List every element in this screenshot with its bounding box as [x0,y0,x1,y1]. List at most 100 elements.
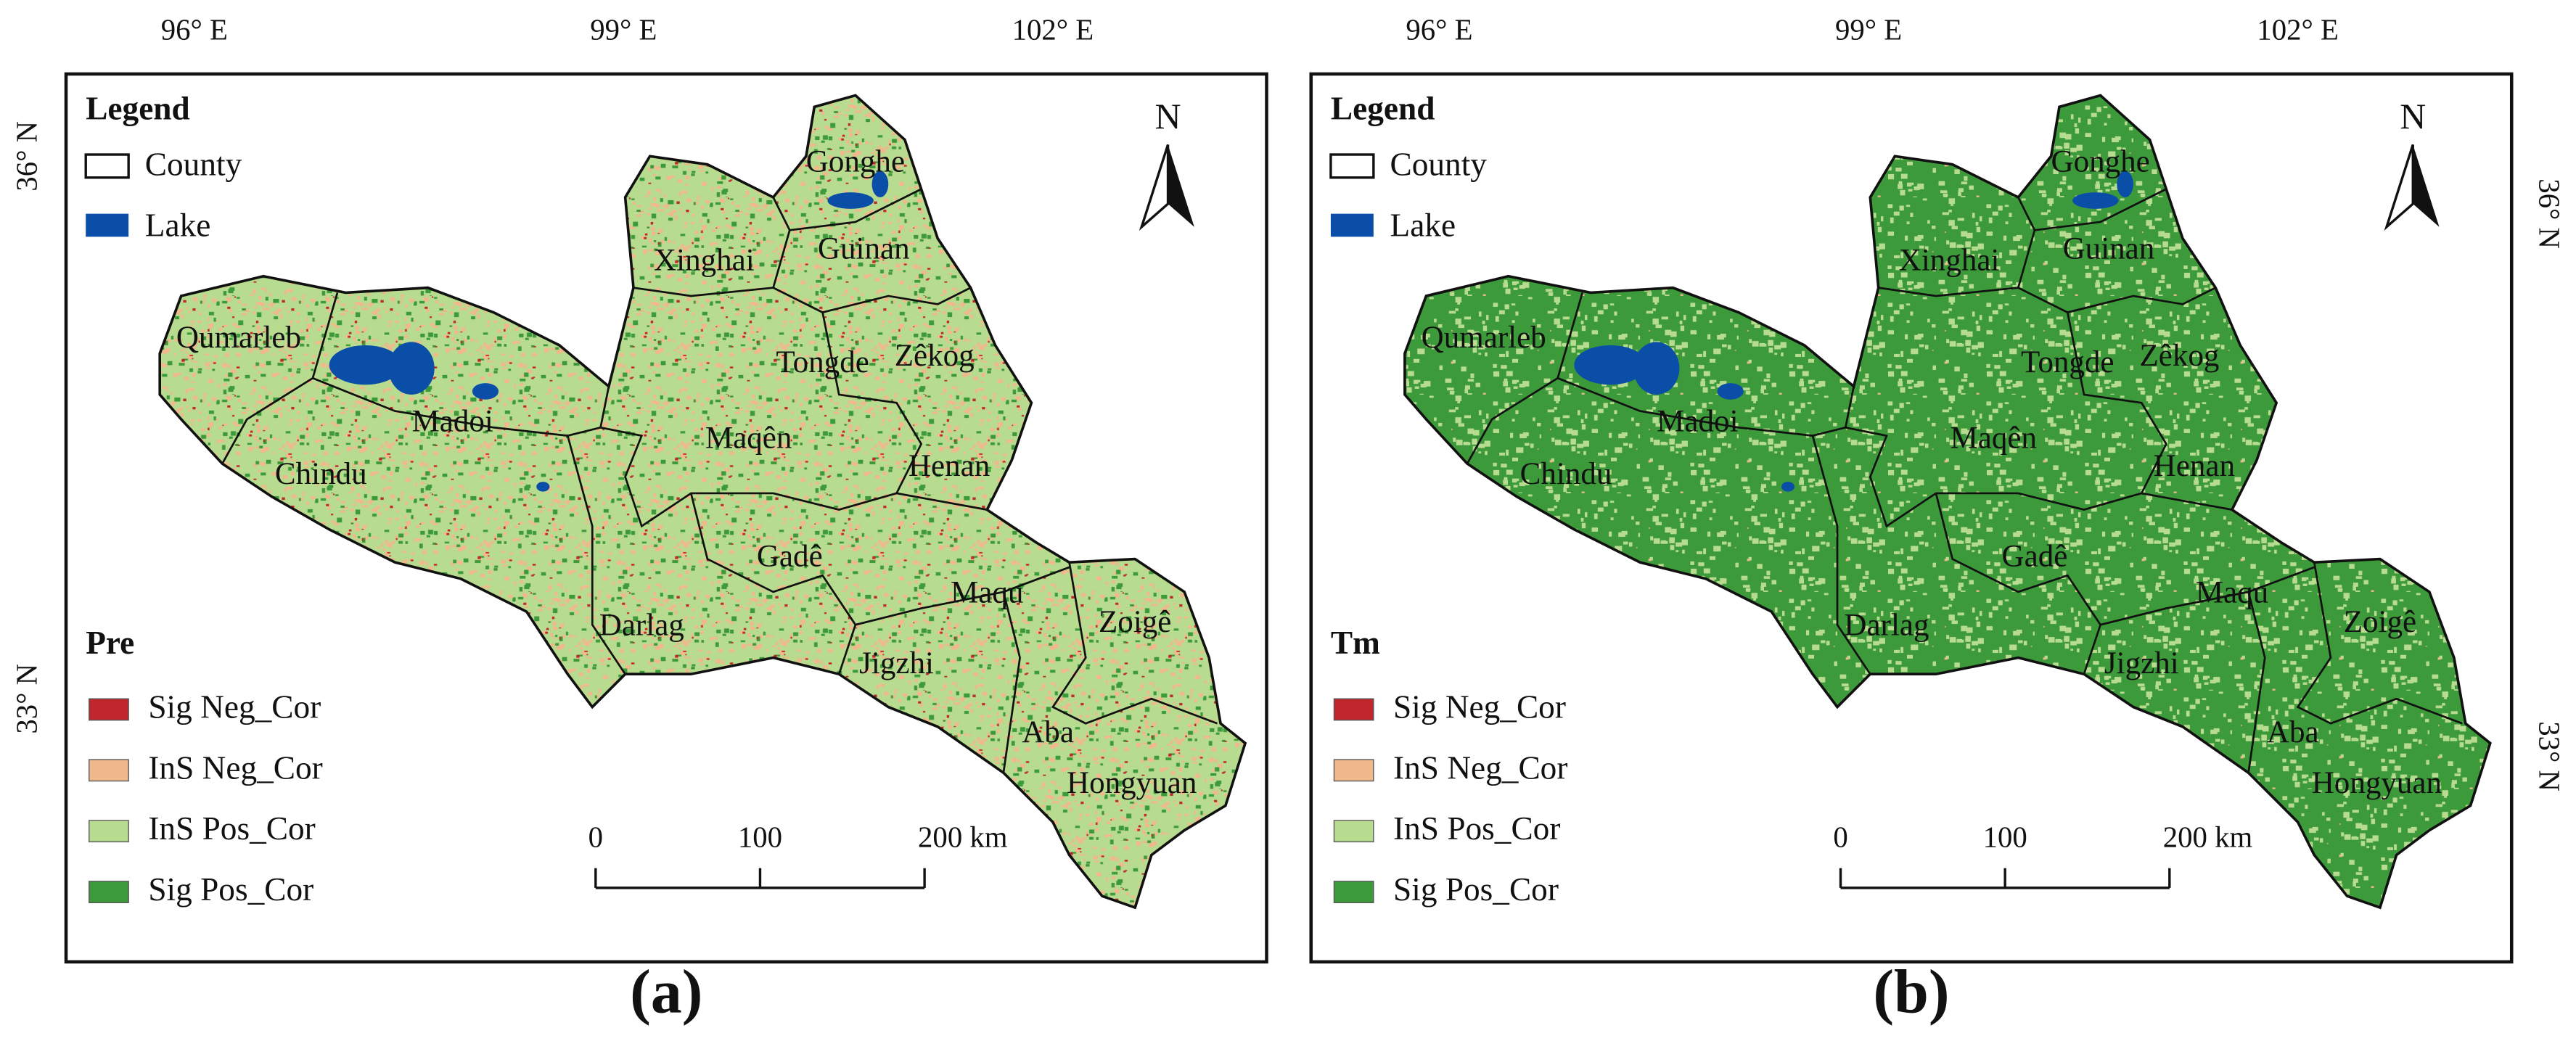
scale-label: 100 [1983,821,2027,854]
longitude-label: 102° E [2257,14,2339,46]
county-label: Xinghai [654,244,755,278]
longitude-label: 96° E [161,14,228,46]
class-swatch [1333,698,1374,721]
legend-label: Sig Neg_Cor [1393,689,1566,725]
county-label: Qumarleb [176,321,301,355]
county-label: Aba [1022,715,1074,749]
county-label: Hongyuan [1067,766,1197,800]
county-label: Gadê [757,539,823,573]
lake [2117,170,2133,197]
county-label: Zoigê [1099,605,1171,639]
county-label: Chindu [1520,457,1612,491]
scale-label: 200 km [2163,821,2253,854]
county-border [1002,591,1021,773]
county-border [1844,386,2142,528]
lake [1574,345,1647,385]
county-label: Tongde [2021,345,2114,379]
county-label: Darlag [599,609,684,643]
county-border [1935,493,2102,675]
study-area [158,94,1247,910]
lake [1781,482,1795,492]
legend-label: County [1390,147,1488,183]
county-label: Henan [2154,449,2235,483]
legend-label: Sig Pos_Cor [1393,871,1559,908]
longitude-label: 99° E [1835,14,1902,46]
class-swatch [89,698,129,721]
north-label: N [2400,96,2426,136]
class-swatch [89,820,129,843]
variable-title: Tm [1331,625,1380,661]
county-label: Madoi [411,405,493,439]
county-label: Gonghe [2051,145,2149,179]
county-label: Aba [2267,715,2319,749]
scale-label: 0 [588,821,603,854]
county-border [2034,188,2167,231]
county-label: Jigzhi [2104,646,2179,680]
lake [329,345,402,385]
county-label: Guinan [2063,232,2155,266]
latitude-label: 36° N [11,121,44,192]
lake [388,342,435,395]
county-border [2296,561,2463,725]
county-label: Gadê [2002,539,2068,573]
county-label: Guinan [818,232,910,266]
county-border [1811,435,1871,675]
county-label: Maqu [2196,575,2268,609]
county-border [689,493,857,675]
lake [536,482,550,492]
county-border [772,287,972,314]
county-label: Qumarleb [1422,321,1546,355]
lake [2072,192,2119,209]
county-border [312,377,601,437]
class-swatch [1333,759,1374,782]
longitude-label: 99° E [590,14,657,46]
county-border [2066,312,2233,511]
county-border [789,188,922,231]
county-border [566,435,626,675]
longitude-label: 96° E [1406,14,1472,46]
county-label: Hongyuan [2312,766,2442,800]
legend-label: InS Pos_Cor [148,810,315,847]
panel-label: (a) [630,957,702,1027]
map-panel: Gonghe Guinan Xinghai Qumarleb Tongde Zêkog Ma… [11,14,1268,1027]
county-label: Chindu [275,457,367,491]
latitude-label: 33° N [2532,721,2565,791]
north-arrow [1168,144,1194,227]
county-label: Xinghai [1899,244,2000,278]
county-border [1051,561,1218,725]
county-border [221,292,339,464]
county-label: Zoigê [2344,605,2416,639]
scale-label: 0 [1833,821,1847,854]
lake [871,170,889,197]
county-label: Darlag [1844,609,1929,643]
county-border [821,312,988,511]
county-border [855,566,1070,626]
map-panel: Gonghe Guinan Xinghai Qumarleb Tongde Zêkog Ma… [1309,14,2565,1027]
county-border [1557,377,1846,437]
county-label: Gonghe [806,145,905,179]
county-border [2017,287,2216,314]
county-label: Jigzhi [859,646,934,680]
legend-label: InS Neg_Cor [1393,749,1567,786]
county-label: Maqên [1951,421,2038,455]
county-label: Madoi [1657,405,1738,439]
lake [1717,383,1744,400]
county-label: Tongde [776,345,869,379]
legend-title: Legend [86,91,190,127]
county-label: Zêkog [895,339,975,373]
county-border [2247,591,2266,773]
legend-label: Sig Neg_Cor [148,689,321,725]
panel-label: (b) [1873,957,1949,1027]
class-swatch [89,759,129,782]
lake [1633,342,1680,395]
class-swatch [1333,820,1374,843]
variable-title: Pre [86,625,134,661]
class-swatch [89,881,129,903]
county-label: Zêkog [2139,339,2219,373]
county-border [2100,566,2315,626]
longitude-label: 102° E [1012,14,1094,46]
legend-label: InS Pos_Cor [1393,810,1560,847]
